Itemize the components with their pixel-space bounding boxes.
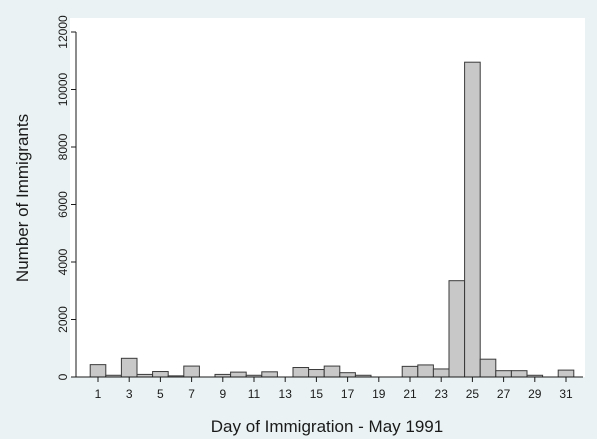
x-tick-label: 11 (248, 387, 261, 401)
bar-day-23 (432, 368, 450, 378)
y-tick-label: 6000 (56, 191, 70, 218)
x-tick-label: 9 (219, 387, 226, 401)
bar-day-24 (448, 280, 466, 378)
bar-day-15 (308, 369, 325, 378)
x-tick-label: 19 (372, 387, 386, 401)
bar-day-31 (557, 369, 575, 378)
bar-day-3 (120, 357, 138, 378)
y-axis: 0 2000 4000 6000 8000 10000 12000 (56, 15, 77, 380)
bar-day-5 (152, 371, 169, 378)
x-tick-label: 23 (435, 387, 449, 401)
x-tick-label: 17 (341, 387, 355, 401)
bar-day-25 (464, 61, 481, 378)
x-tick-label: 29 (528, 387, 542, 401)
y-tick-label: 12000 (56, 15, 70, 49)
x-axis: 1 3 5 7 9 11 13 15 17 19 21 23 25 27 29 31 (76, 376, 583, 401)
x-tick-label: 27 (497, 387, 511, 401)
bar-day-28 (510, 370, 528, 378)
bars-group (89, 61, 575, 378)
bar-day-12 (261, 371, 278, 378)
x-tick-label: 21 (403, 387, 417, 401)
x-axis-title: Day of Immigration - May 1991 (211, 417, 443, 436)
y-tick-label: 2000 (56, 306, 70, 333)
plot-area (70, 18, 585, 377)
bar-day-16 (323, 365, 341, 378)
x-tick-label: 3 (126, 387, 133, 401)
bar-day-26 (479, 358, 497, 378)
y-tick-label: 0 (56, 373, 70, 380)
y-tick-label: 8000 (56, 133, 70, 160)
bar-day-22 (417, 364, 434, 378)
x-tick-label: 7 (188, 387, 195, 401)
bar-day-17 (339, 372, 356, 378)
x-tick-label: 31 (559, 387, 573, 401)
bar-day-21 (401, 365, 419, 378)
x-tick-label: 5 (157, 387, 164, 401)
bar-day-10 (230, 371, 247, 378)
y-axis-title: Number of Immigrants (13, 114, 32, 282)
x-tick-label: 1 (95, 387, 102, 401)
y-tick-label: 10000 (56, 72, 70, 106)
bar-day-1 (89, 364, 107, 378)
x-tick-label: 15 (310, 387, 324, 401)
x-tick-label: 25 (466, 387, 480, 401)
bar-day-27 (495, 370, 512, 378)
bar-day-14 (292, 367, 310, 378)
y-tick-label: 4000 (56, 248, 70, 275)
bar-day-7 (183, 365, 200, 378)
x-tick-label: 13 (279, 387, 293, 401)
